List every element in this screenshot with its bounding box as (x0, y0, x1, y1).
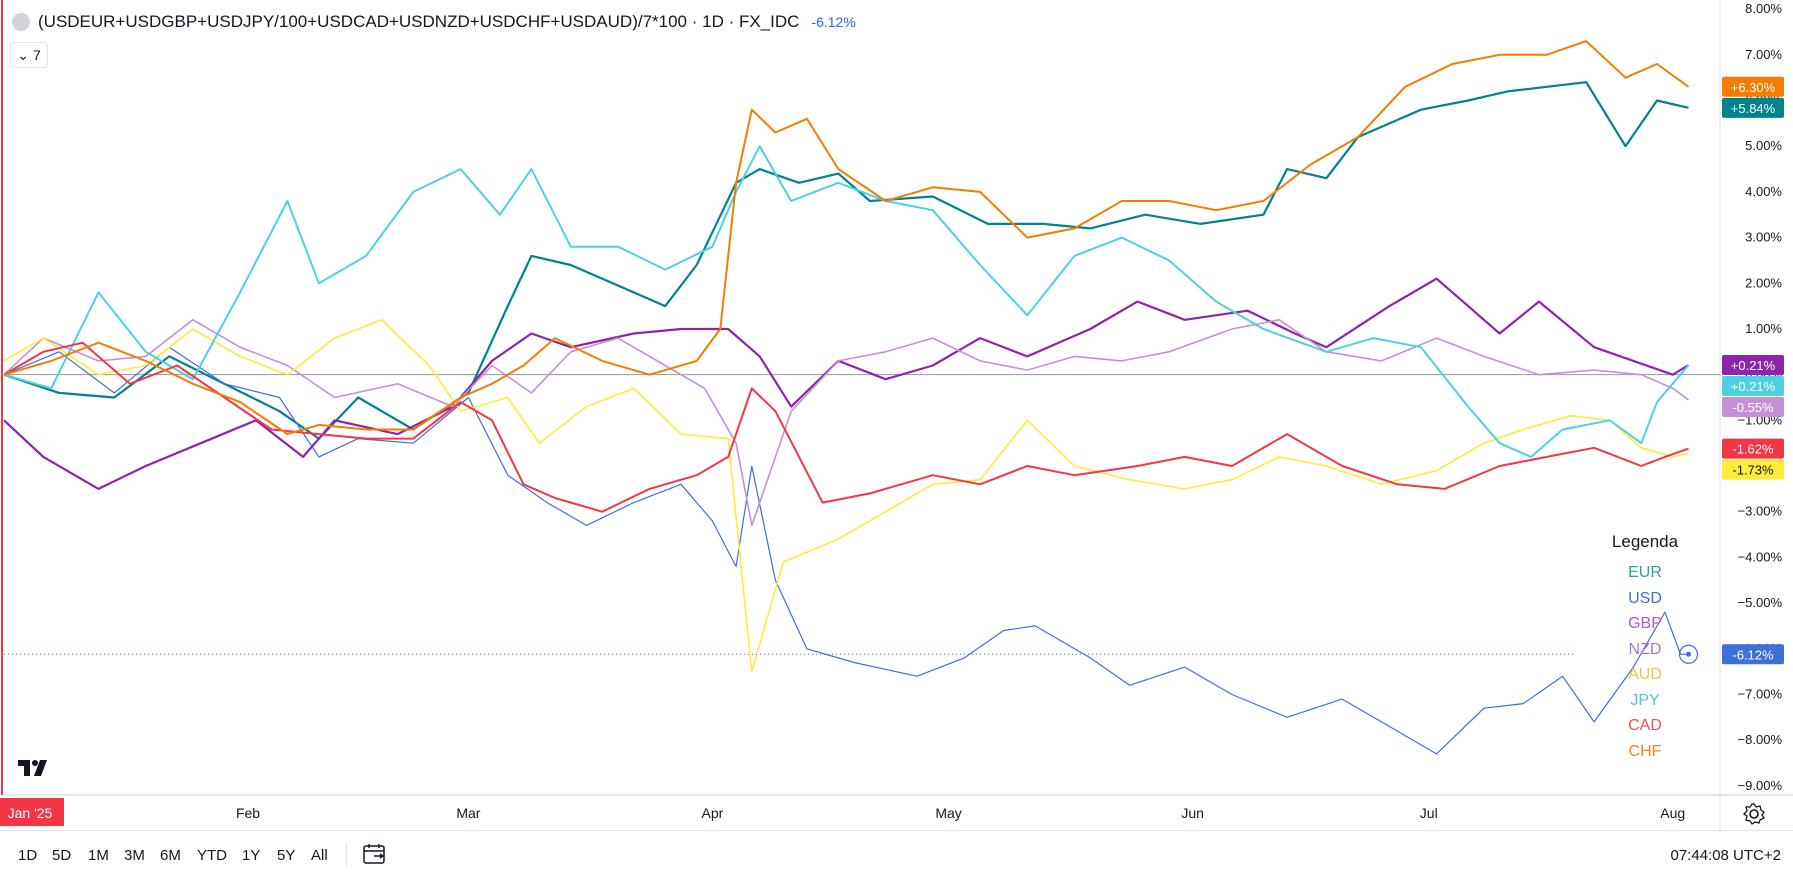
value-badge-jpy (1722, 376, 1784, 397)
value-badge-chf (1722, 76, 1784, 97)
value-badge-label-nzd: -0.55% (1732, 400, 1774, 415)
value-badge-label-aud: -1.73% (1732, 463, 1774, 478)
tradingview-logo-icon[interactable] (16, 756, 56, 780)
y-tick-label: 5.00% (1745, 138, 1782, 153)
y-tick-label: −7.00% (1738, 686, 1783, 701)
range-button-5y[interactable]: 5Y (277, 847, 296, 864)
y-tick-label: 4.00% (1745, 184, 1782, 199)
symbol-header[interactable]: (USDEUR+USDGBP+USDJPY/100+USDCAD+USDNZD+… (12, 10, 856, 34)
value-badge-label-eur: +5.84% (1731, 101, 1776, 116)
legend-item-usd: USD (1628, 589, 1662, 607)
utc-clock[interactable]: 07:44:08 UTC+2 (1670, 847, 1782, 864)
bottom-toolbar (0, 830, 1793, 881)
legend: Legenda EUR USD GBP NZD AUD JPY CAD CHF (1600, 532, 1690, 764)
x-tick-label: Feb (236, 805, 260, 821)
value-badge-usd (1722, 644, 1784, 665)
range-button-1m[interactable]: 1M (88, 847, 109, 864)
y-tick-label: 1.00% (1745, 321, 1782, 336)
chevron-down-icon: ⌄ (17, 46, 29, 63)
legend-title: Legenda (1611, 532, 1679, 551)
range-button-5d[interactable]: 5D (52, 847, 72, 864)
y-tick-label: 8.00% (1745, 1, 1782, 16)
legend-item-jpy: JPY (1630, 691, 1660, 709)
value-badge-cad (1722, 438, 1784, 459)
series-line-cad[interactable] (3, 341, 1689, 513)
value-badge-label-cad: -1.62% (1732, 442, 1774, 457)
toolbar-divider (346, 843, 347, 867)
x-tick-label: May (935, 805, 961, 821)
range-button-3m[interactable]: 3M (124, 847, 145, 864)
symbol-change: -6.12% (811, 14, 856, 30)
settings-gear-icon[interactable] (1742, 802, 1766, 826)
x-tick-highlight (0, 798, 64, 826)
value-badge-aud (1722, 459, 1784, 480)
value-badge-label-gbp: +0.21% (1731, 358, 1776, 373)
indicators-collapse-button[interactable]: ⌄ 7 (10, 42, 48, 68)
calendar-goto-date-icon[interactable] (362, 842, 388, 866)
series-line-nzd[interactable] (3, 319, 1689, 527)
range-button-1d[interactable]: 1D (18, 847, 38, 864)
legend-item-eur: EUR (1628, 564, 1662, 581)
y-tick-label: −5.00% (1738, 595, 1783, 610)
usd-last-point-ring[interactable] (1678, 644, 1699, 664)
value-badge-nzd (1722, 397, 1784, 418)
series-line-usd[interactable] (3, 346, 1689, 755)
legend-item-gbp: GBP (1628, 615, 1662, 632)
y-tick-label: −9.00% (1738, 778, 1783, 793)
range-button-ytd[interactable]: YTD (197, 847, 227, 864)
range-button-6m[interactable]: 6M (160, 847, 181, 864)
range-button-1y[interactable]: 1Y (242, 847, 261, 864)
value-badge-label-chf: +6.30% (1731, 80, 1776, 95)
y-tick-label: 3.00% (1745, 230, 1782, 245)
y-tick-label: −8.00% (1738, 732, 1783, 747)
series-line-chf[interactable] (3, 40, 1690, 436)
indicators-count: 7 (32, 47, 41, 63)
range-button-all[interactable]: All (311, 847, 328, 864)
x-tick-label: Mar (456, 805, 480, 821)
series-line-jpy[interactable] (3, 145, 1690, 458)
value-badge-gbp (1722, 355, 1784, 376)
x-tick-label: Aug (1660, 805, 1685, 821)
series-line-gbp[interactable] (3, 277, 1690, 490)
value-badge-label-usd: -6.12% (1732, 647, 1774, 662)
y-tick-label: −4.00% (1738, 549, 1783, 564)
legend-item-chf: CHF (1628, 742, 1662, 760)
legend-item-aud: AUD (1628, 666, 1662, 683)
x-tick-label: Jun (1181, 805, 1204, 821)
symbol-title: (USDEUR+USDGBP+USDJPY/100+USDCAD+USDNZD+… (38, 12, 800, 31)
value-badge-eur (1722, 97, 1784, 118)
series-line-aud[interactable] (3, 319, 1689, 673)
x-tick-label: Jan '25 (8, 805, 53, 821)
symbol-logo-icon (12, 13, 30, 31)
legend-item-cad: CAD (1628, 717, 1662, 734)
x-tick-label: Apr (702, 805, 724, 821)
usd-last-point[interactable] (1686, 651, 1692, 657)
x-tick-label: Jul (1420, 805, 1438, 821)
value-badge-label-jpy: +0.21% (1731, 379, 1776, 394)
y-tick-label: 2.00% (1745, 275, 1782, 290)
y-tick-label: −3.00% (1738, 504, 1783, 519)
y-tick-label: 7.00% (1745, 47, 1782, 62)
legend-item-nzd: NZD (1628, 640, 1662, 658)
